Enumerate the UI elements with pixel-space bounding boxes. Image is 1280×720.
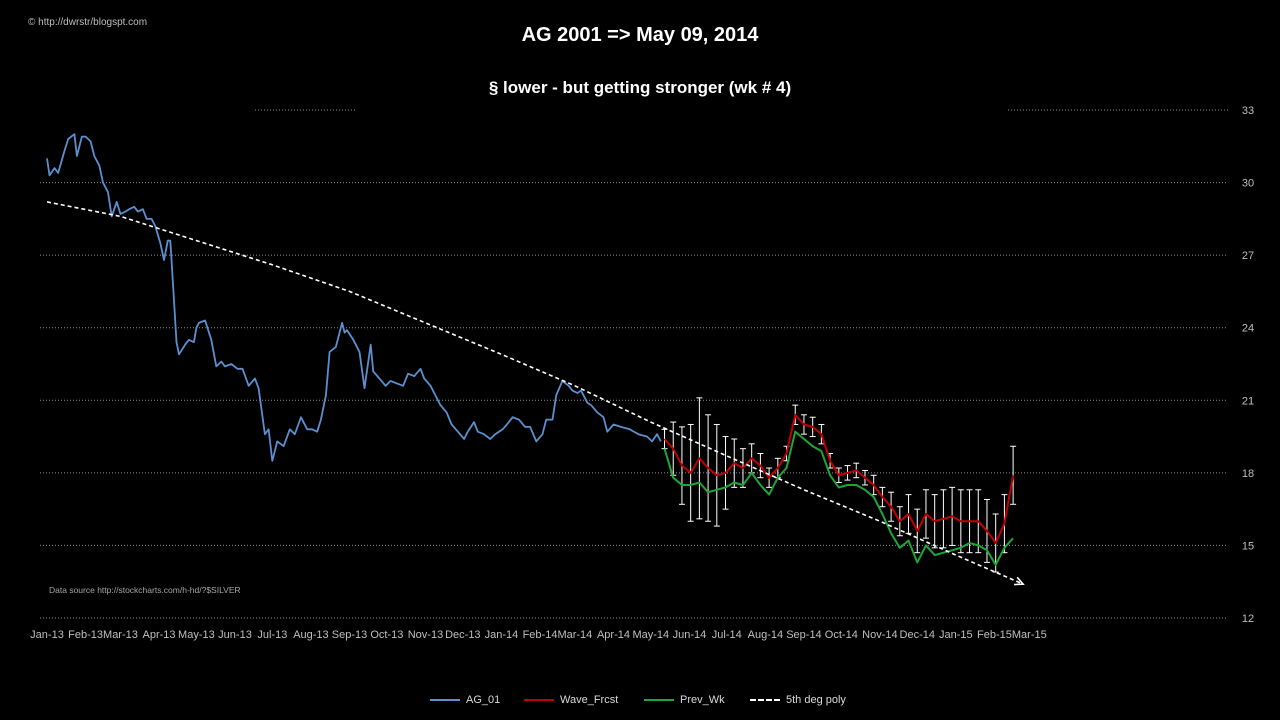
y-tick-label: 24 xyxy=(1242,323,1254,335)
x-tick-label: Jan-15 xyxy=(939,629,973,641)
x-tick-label: Apr-13 xyxy=(143,629,176,641)
x-tick-label: Feb-13 xyxy=(68,629,103,641)
x-tick-label: Jul-14 xyxy=(712,629,742,641)
y-tick-label: 27 xyxy=(1242,250,1254,262)
legend-label-wave: Wave_Frcst xyxy=(560,694,619,706)
legend-swatch-wave xyxy=(524,699,554,701)
x-tick-label: Mar-15 xyxy=(1012,629,1047,641)
series-line-prev xyxy=(663,430,1014,566)
x-tick-label: May-14 xyxy=(632,629,669,641)
x-axis: Jan-13 Feb-13 Mar-13 Apr-13 May-13 Jun-13 Jul-… xyxy=(30,629,1047,641)
x-tick-label: Jan-13 xyxy=(30,629,64,641)
x-tick-label: Feb-15 xyxy=(977,629,1012,641)
legend: AG_01 Wave_Frcst Prev_Wk 5th deg poly xyxy=(0,690,1280,710)
x-tick-label: Dec-13 xyxy=(445,629,480,641)
series-lines xyxy=(46,133,1025,586)
legend-item-prev: Prev_Wk xyxy=(644,690,725,710)
x-tick-label: Jul-13 xyxy=(257,629,287,641)
x-tick-label: Oct-13 xyxy=(370,629,403,641)
legend-swatch-trend xyxy=(750,699,780,701)
x-tick-label: Jan-14 xyxy=(485,629,519,641)
legend-label-prev: Prev_Wk xyxy=(680,694,725,706)
legend-label-trend: 5th deg poly xyxy=(786,694,846,706)
trend-arrow-head xyxy=(1014,576,1025,586)
x-tick-label: Aug-14 xyxy=(748,629,783,641)
y-tick-label: 15 xyxy=(1242,540,1254,552)
series-line-ag xyxy=(46,133,662,462)
y-tick-label: 12 xyxy=(1242,613,1254,625)
series-line-trend xyxy=(46,201,1024,585)
legend-swatch-ag xyxy=(430,699,460,701)
copyright-text: © http://dwrstr/blogspt.com xyxy=(28,17,148,28)
legend-label-ag: AG_01 xyxy=(466,694,501,706)
chart-subtitle: § lower - but getting stronger (wk # 4) xyxy=(488,78,792,97)
legend-item-wave: Wave_Frcst xyxy=(524,690,618,710)
x-tick-label: Aug-13 xyxy=(293,629,328,641)
chart-title: AG 2001 => May 09, 2014 xyxy=(521,24,759,46)
x-tick-label: Jun-13 xyxy=(218,629,252,641)
x-tick-label: May-13 xyxy=(178,629,215,641)
x-tick-label: Feb-14 xyxy=(523,629,558,641)
grid-lines xyxy=(40,109,1228,619)
x-tick-label: Sep-13 xyxy=(332,629,367,641)
x-tick-label: Oct-14 xyxy=(825,629,858,641)
y-tick-label: 21 xyxy=(1242,395,1254,407)
data-source-text: Data source http://stockcharts.com/h-hd/… xyxy=(49,585,241,595)
series-line-wave xyxy=(663,413,1015,544)
y-tick-label: 33 xyxy=(1242,105,1254,117)
legend-item-ag: AG_01 xyxy=(430,690,500,710)
x-tick-label: Nov-14 xyxy=(862,629,897,641)
x-tick-label: Mar-13 xyxy=(103,629,138,641)
y-axis: 12 15 18 21 24 27 30 33 xyxy=(1242,105,1254,625)
x-tick-label: Sep-14 xyxy=(786,629,821,641)
x-tick-label: Apr-14 xyxy=(597,629,630,641)
x-tick-label: Nov-13 xyxy=(408,629,443,641)
x-tick-label: Mar-14 xyxy=(557,629,592,641)
legend-swatch-prev xyxy=(644,699,674,701)
x-tick-label: Jun-14 xyxy=(673,629,707,641)
y-tick-label: 18 xyxy=(1242,468,1254,480)
y-tick-label: 30 xyxy=(1242,178,1254,190)
legend-item-trend: 5th deg poly xyxy=(750,690,846,710)
x-tick-label: Dec-14 xyxy=(900,629,935,641)
